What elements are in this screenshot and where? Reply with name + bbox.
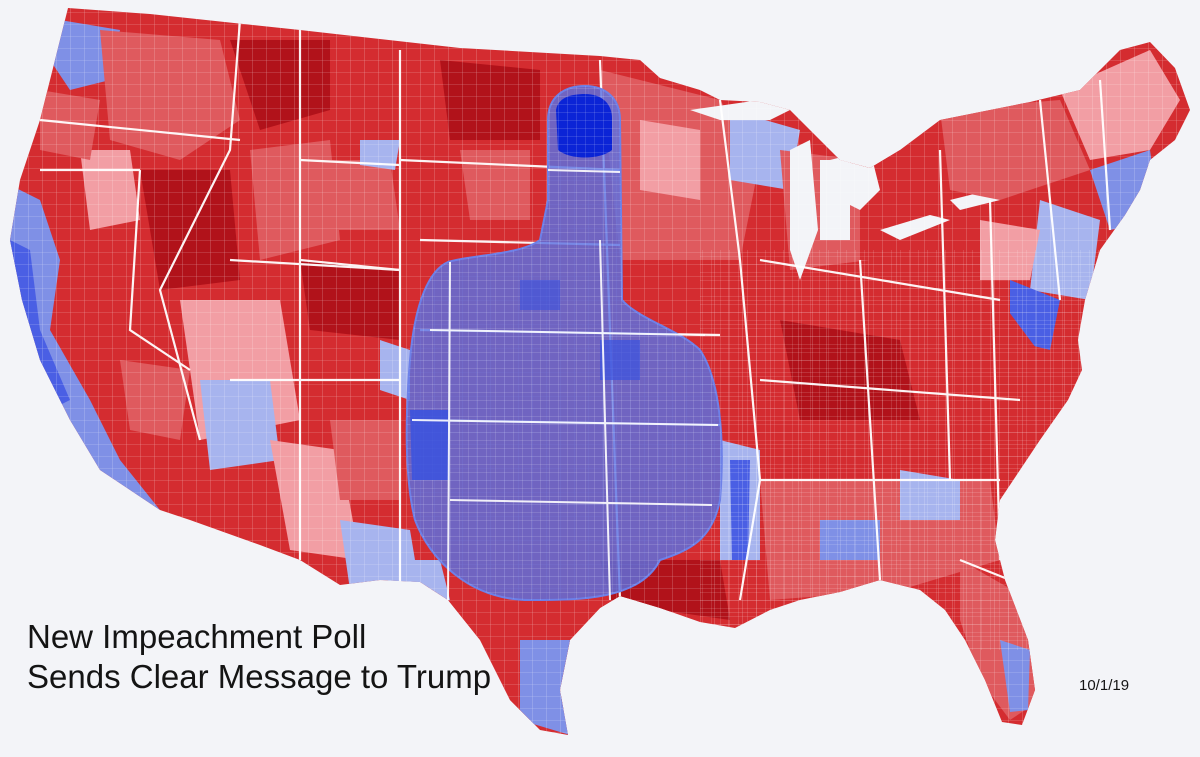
map-caption: New Impeachment Poll Sends Clear Message… bbox=[27, 617, 491, 697]
date-label: 10/1/19 bbox=[1079, 677, 1130, 694]
thumbs-up-hand-icon bbox=[405, 84, 723, 602]
caption-line-2: Sends Clear Message to Trump bbox=[27, 658, 492, 695]
caption-line-1: New Impeachment Poll bbox=[27, 618, 367, 655]
